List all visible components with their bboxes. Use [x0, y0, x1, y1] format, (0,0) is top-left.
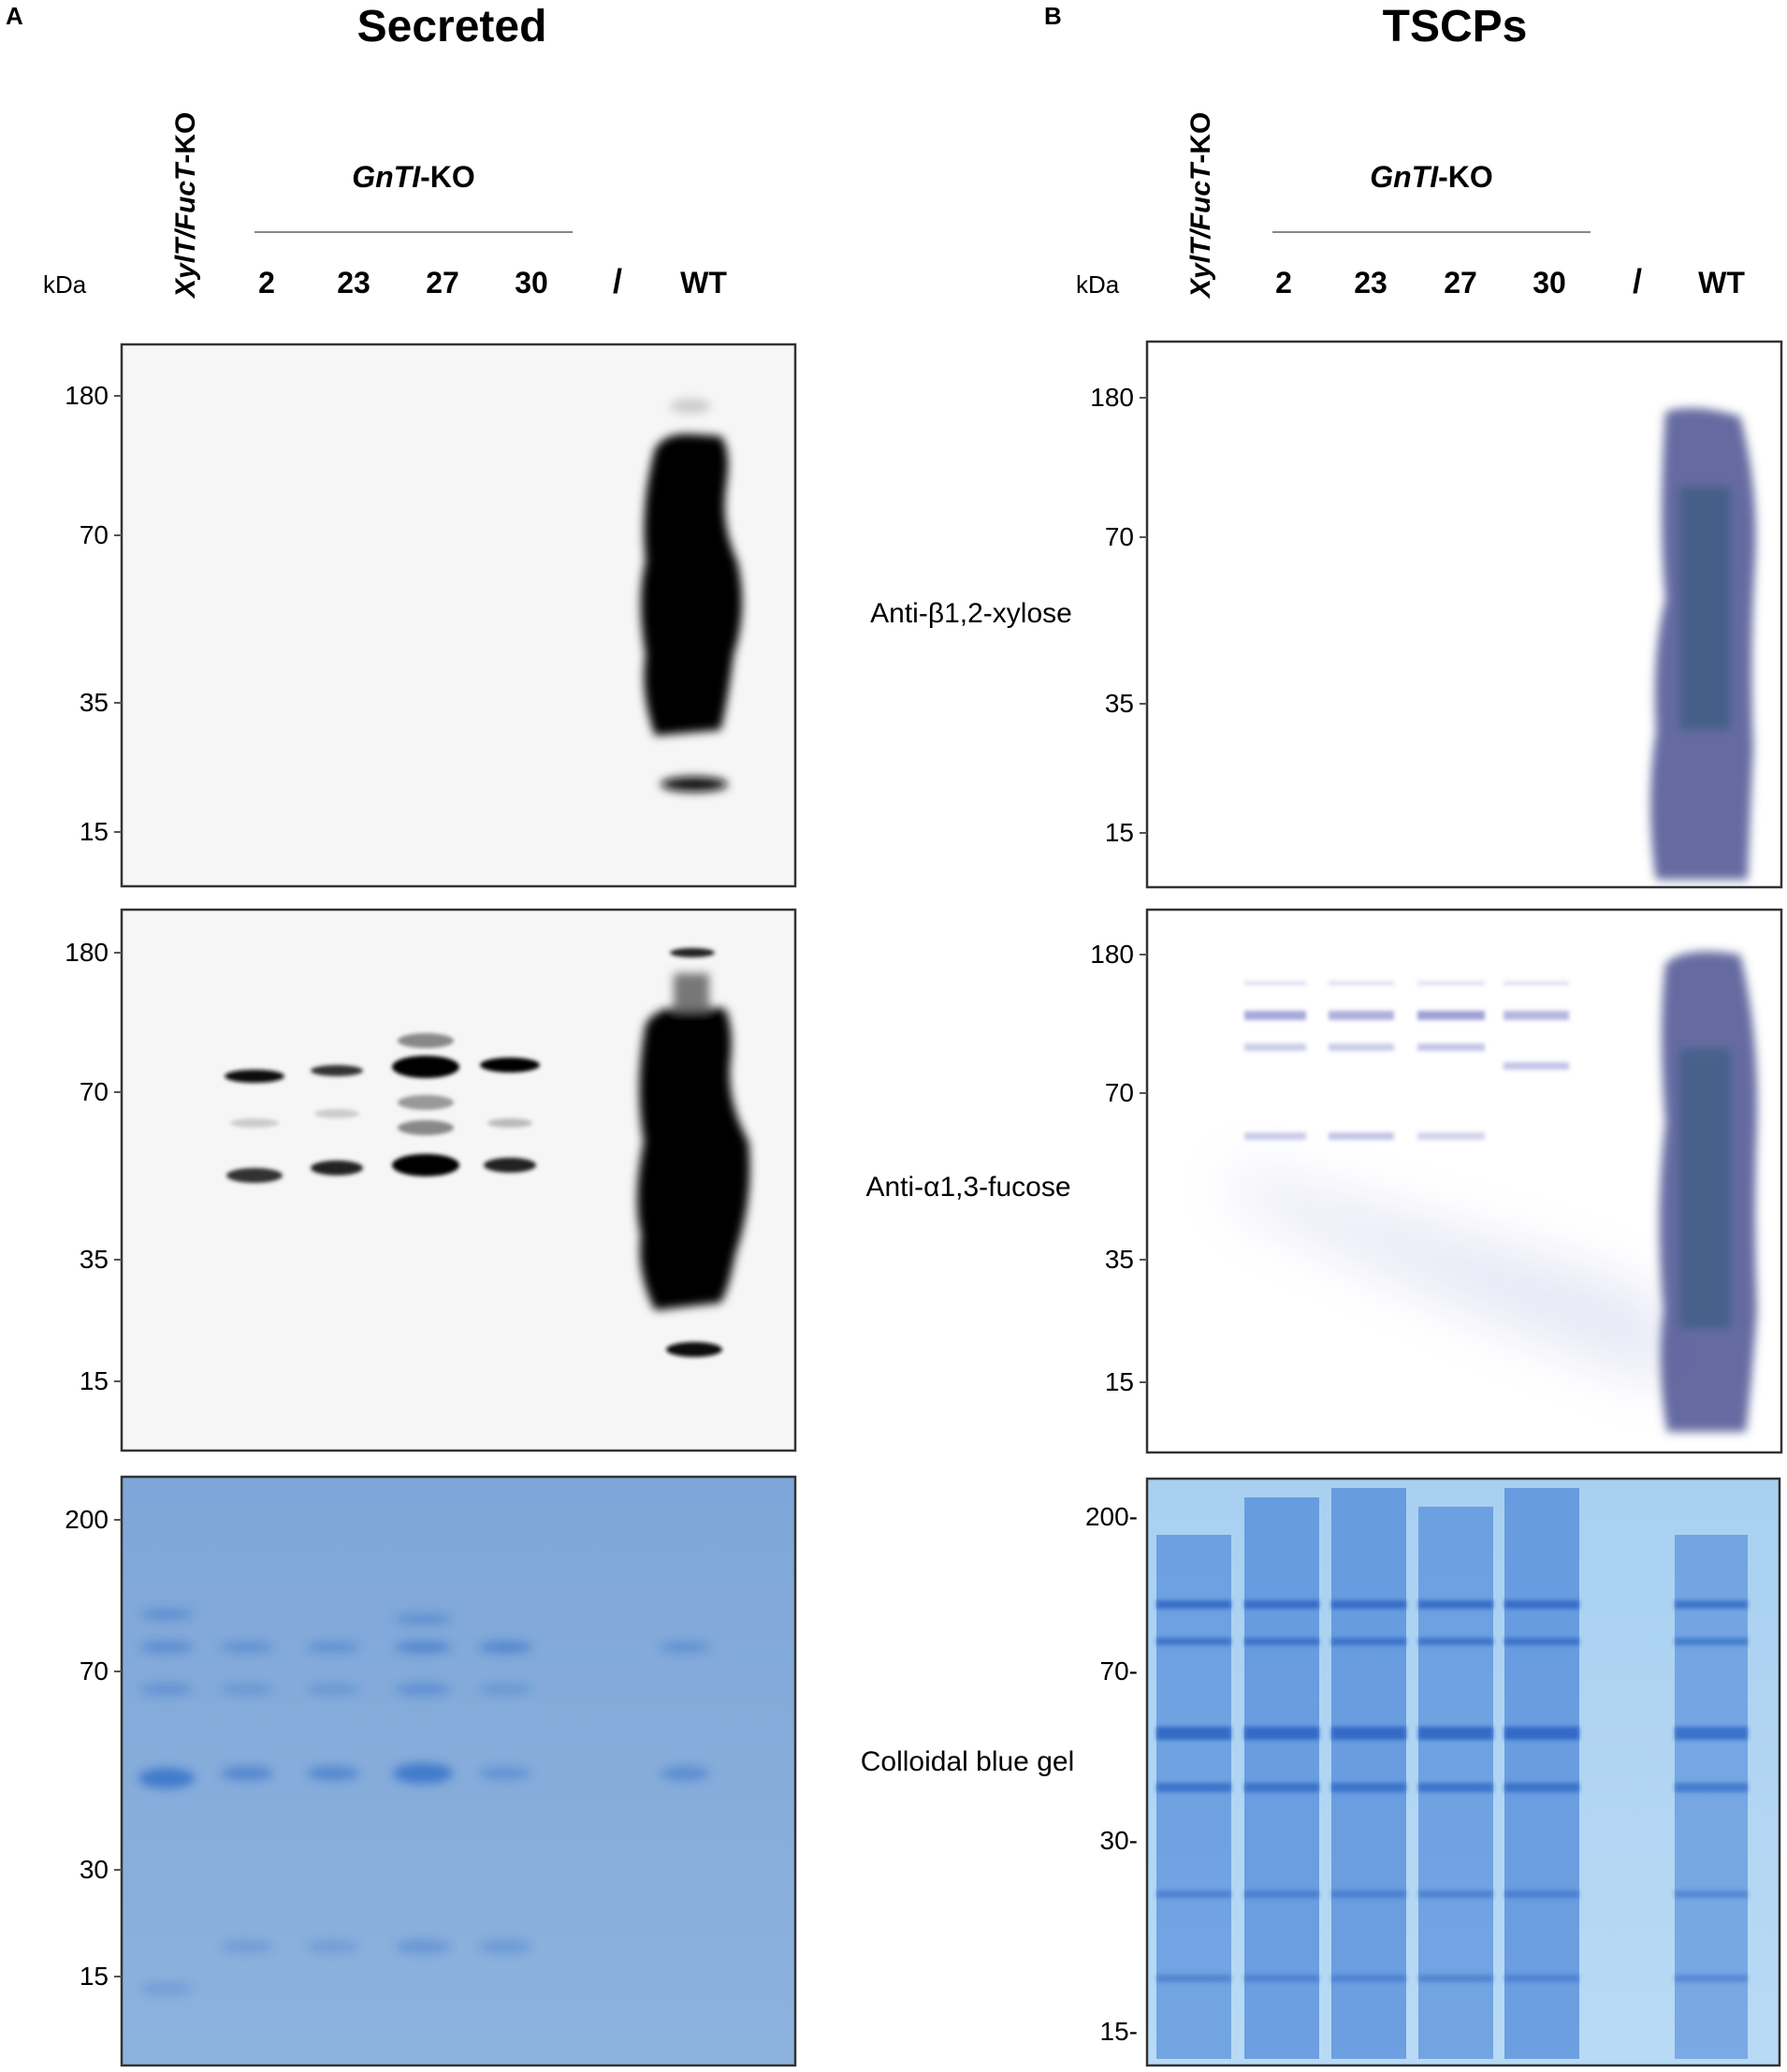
lane-label: 23 [1354, 266, 1387, 299]
kda-marker: 70 [80, 1656, 109, 1685]
row-label: Anti-α1,3-fucose [865, 1172, 1070, 1203]
gel-a [120, 1475, 797, 2067]
kda-marker: 15 [80, 1366, 109, 1395]
kda-marker: 30- [1100, 1826, 1138, 1855]
lane-label: 2 [258, 266, 275, 299]
kda-marker: 35 [80, 688, 109, 717]
kda-marker: 180 [1090, 940, 1134, 969]
row-label: Colloidal blue gel [861, 1746, 1075, 1777]
kda-marker: 70- [1100, 1656, 1138, 1685]
kda-marker: 15- [1100, 2017, 1138, 2046]
panel-letter: B [1044, 2, 1062, 30]
blot-b-fucose [1145, 908, 1783, 1454]
kda-marker: 70 [80, 520, 109, 549]
kda-marker: 70 [1105, 522, 1134, 551]
lane-label: 27 [426, 266, 459, 299]
kda-marker: 70 [1105, 1078, 1134, 1107]
kda-marker: 200- [1085, 1502, 1138, 1531]
lane-label: WT [680, 266, 727, 299]
lane-separator: / [1633, 262, 1642, 300]
group-label: GnTI-KO [1370, 160, 1493, 194]
lane-label: 30 [515, 266, 548, 299]
kda-marker: 15 [1105, 818, 1134, 847]
row-label: Anti-β1,2-xylose [870, 598, 1072, 629]
kda-label: kDa [1076, 270, 1120, 299]
kda-marker: 15 [1105, 1367, 1134, 1396]
blot-a-fucose [120, 908, 797, 1452]
lane-label: 27 [1444, 266, 1477, 299]
lane-label: WT [1698, 266, 1745, 299]
panel-title: TSCPs [1383, 2, 1528, 51]
kda-marker: 30 [80, 1855, 109, 1884]
kda-marker: 180 [1090, 383, 1134, 412]
kda-marker: 70 [80, 1077, 109, 1106]
kda-label: kDa [43, 270, 87, 299]
marker-ticks [114, 1519, 122, 1977]
lane-label: 23 [337, 266, 370, 299]
kda-marker: 35 [1105, 1245, 1134, 1274]
lane-label: 2 [1275, 266, 1292, 299]
panel-title: Secreted [357, 2, 547, 51]
marker-ticks [1140, 954, 1147, 1383]
gel-b [1145, 1477, 1781, 2067]
marker-ticks [1140, 397, 1147, 834]
blot-b-xylose [1145, 340, 1783, 889]
rotated-lane-label: XylT/FucT-KO [170, 112, 201, 299]
marker-ticks [114, 952, 122, 1382]
kda-marker: 15 [80, 817, 109, 846]
lane-separator: / [613, 262, 622, 300]
marker-ticks [114, 395, 122, 833]
kda-marker: 35 [1105, 689, 1134, 718]
rotated-lane-label: XylT/FucT-KO [1185, 112, 1216, 299]
panel-letter: A [6, 2, 23, 30]
kda-marker: 180 [65, 938, 109, 967]
group-label: GnTI-KO [352, 160, 475, 194]
kda-marker: 200 [65, 1505, 109, 1534]
kda-marker: 35 [80, 1245, 109, 1274]
lane-label: 30 [1533, 266, 1566, 299]
kda-marker: 15 [80, 1962, 109, 1991]
kda-marker: 180 [65, 381, 109, 410]
blot-a-xylose [120, 343, 797, 888]
